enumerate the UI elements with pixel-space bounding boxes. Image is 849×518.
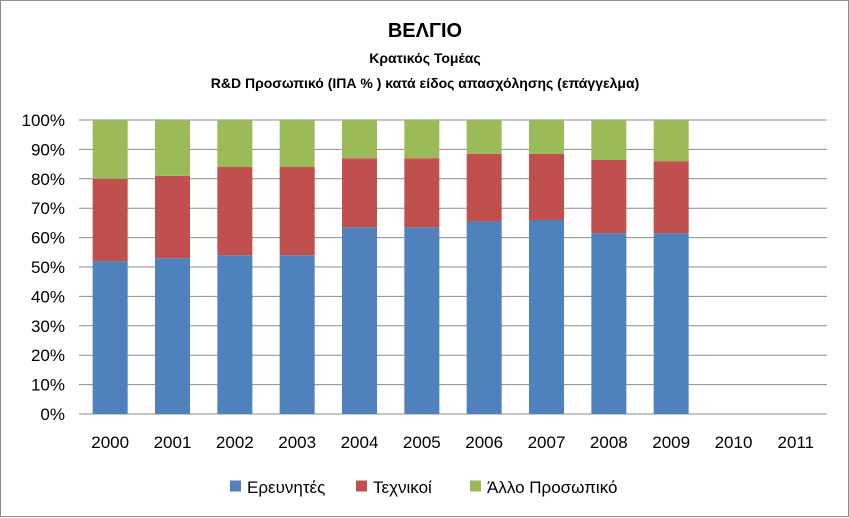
bar-segment — [529, 219, 564, 414]
bar-segment — [155, 175, 190, 259]
bar-segment — [217, 167, 253, 256]
bar-segment — [155, 120, 190, 176]
bar-segment — [92, 120, 128, 179]
x-tick-label: 2003 — [278, 433, 316, 452]
legend-label: Ερευνητές — [247, 478, 325, 497]
bar-segment — [217, 120, 253, 168]
x-tick-label: 2009 — [652, 433, 690, 452]
y-tick-label: 40% — [31, 287, 65, 306]
y-tick-label: 20% — [31, 346, 65, 365]
bar-segment — [279, 167, 315, 256]
y-tick-label: 30% — [31, 317, 65, 336]
bar-segment — [404, 227, 440, 414]
bar-segment — [653, 120, 689, 162]
y-tick-label: 60% — [31, 229, 65, 248]
bar-segment — [217, 255, 253, 414]
bar-segment — [155, 258, 190, 414]
bar-segment — [466, 153, 502, 222]
chart-subtitle: Κρατικός Τομέας — [369, 50, 480, 66]
bar-segment — [529, 120, 564, 154]
bar-segment — [404, 158, 440, 228]
y-tick-label: 0% — [40, 405, 65, 424]
bar-segment — [279, 255, 315, 414]
bar-segment — [591, 233, 627, 414]
x-tick-label: 2002 — [216, 433, 254, 452]
gridlines — [79, 119, 827, 415]
x-tick-label: 2008 — [590, 433, 628, 452]
legend-swatch — [470, 480, 481, 492]
x-tick-label: 2006 — [465, 433, 503, 452]
bar-segment — [466, 221, 502, 414]
x-tick-label: 2001 — [154, 433, 192, 452]
bar-segment — [342, 227, 377, 414]
x-tick-label: 2007 — [528, 433, 566, 452]
y-tick-label: 90% — [31, 140, 65, 159]
x-axis-ticks: 2000 2001 2002 2003 2004 2005 2006 2007 2008 2009… — [91, 433, 814, 452]
legend-swatch — [356, 480, 367, 492]
y-axis-ticks: 0% 10% 20% 30% 40% 50% 60% 70% 80% 90% 100% — [22, 111, 65, 424]
bar-segment — [404, 120, 440, 159]
bar-segment — [653, 161, 689, 234]
x-tick-label: 2010 — [715, 433, 753, 452]
chart-title: ΒΕΛΓΙΟ — [388, 20, 462, 42]
bar-segment — [591, 120, 627, 160]
chart-subtitle-2: R&D Προσωπικό (ΙΠΑ % ) κατά είδος απασχό… — [211, 75, 640, 91]
y-tick-label: 50% — [31, 258, 65, 277]
bar-segment — [279, 120, 315, 168]
legend-swatch — [230, 480, 241, 492]
x-tick-label: 2000 — [91, 433, 129, 452]
bar-segment — [92, 261, 128, 414]
bar-segment — [92, 178, 128, 262]
legend-label: Τεχνικοί — [373, 478, 432, 497]
bar-segment — [529, 153, 564, 220]
y-tick-label: 70% — [31, 199, 65, 218]
x-tick-label: 2011 — [778, 433, 815, 452]
x-tick-label: 2004 — [341, 433, 379, 452]
bar-segment — [342, 158, 377, 228]
legend: Ερευνητές Τεχνικοί Άλλο Προσωπικό — [230, 478, 617, 497]
y-tick-label: 80% — [31, 170, 65, 189]
y-tick-label: 10% — [31, 376, 65, 395]
bar-segment — [591, 159, 627, 234]
bar-segment — [466, 120, 502, 154]
bars — [92, 120, 689, 414]
bar-segment — [653, 233, 689, 414]
y-tick-label: 100% — [22, 111, 65, 130]
bar-segment — [342, 120, 377, 159]
x-tick-label: 2005 — [403, 433, 441, 452]
legend-label: Άλλο Προσωπικό — [487, 478, 617, 497]
